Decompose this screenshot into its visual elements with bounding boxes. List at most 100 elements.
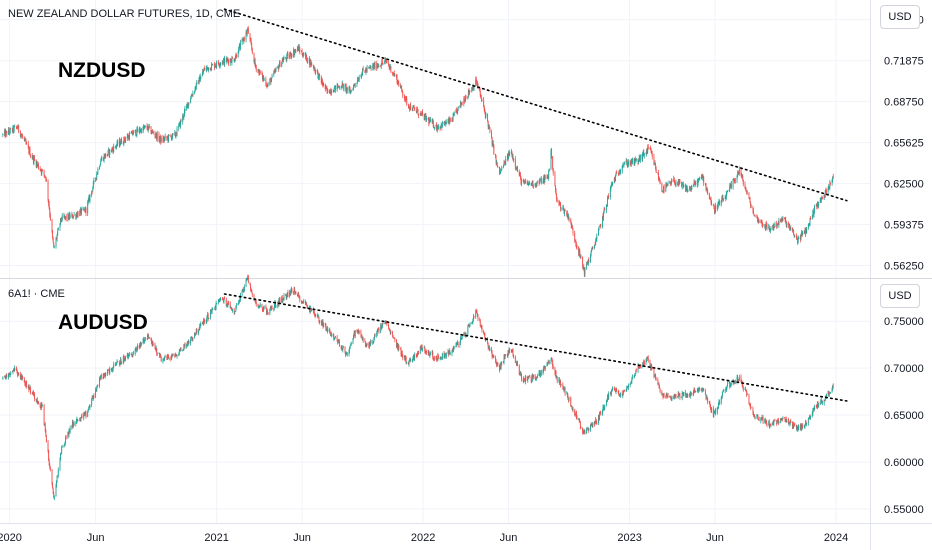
candle-body: [829, 393, 831, 394]
candle-body: [773, 420, 775, 425]
candle-body: [599, 226, 601, 227]
candle-body: [544, 177, 546, 183]
candle-body: [190, 337, 192, 340]
candle-body: [506, 354, 508, 356]
candle-body: [262, 309, 264, 311]
candle-body: [635, 160, 637, 161]
candle-body: [469, 91, 471, 92]
candle-body: [793, 234, 795, 237]
candle-body: [547, 175, 549, 178]
candle-body: [613, 178, 615, 182]
candle-body: [608, 393, 610, 400]
candle-body: [207, 67, 209, 68]
candle-body: [410, 104, 412, 110]
candle-body: [396, 76, 398, 84]
candle-body: [290, 290, 292, 295]
candle-body: [44, 176, 46, 178]
candle-body: [445, 353, 447, 357]
candle-body: [364, 340, 366, 342]
candle-body: [576, 246, 578, 248]
candle-body: [700, 390, 702, 392]
candle-body: [342, 346, 344, 348]
candle-body: [587, 259, 589, 265]
candle-body: [468, 325, 470, 327]
candle-body: [350, 90, 352, 91]
candle-body: [480, 326, 482, 327]
candle-body: [769, 424, 771, 427]
candle-body: [439, 358, 441, 359]
candle-body: [681, 182, 683, 187]
candle-body: [255, 301, 257, 305]
candle-body: [716, 407, 718, 414]
pane-divider[interactable]: [0, 278, 932, 279]
candle-body: [682, 184, 684, 185]
candle-body: [332, 91, 334, 93]
candle-body: [231, 57, 233, 63]
candle-body: [702, 388, 704, 390]
candle-body: [770, 424, 772, 426]
candle-body: [385, 59, 387, 62]
candle-body: [591, 247, 593, 249]
candle-body: [487, 121, 489, 127]
candle-body: [433, 358, 435, 360]
candle-body: [301, 51, 302, 52]
candle-body: [28, 387, 30, 390]
candle-body: [586, 428, 588, 430]
candle-body: [718, 400, 720, 405]
candle-body: [22, 135, 24, 138]
candle-body: [484, 109, 486, 112]
candle-body: [762, 417, 764, 423]
candle-body: [388, 324, 390, 329]
candle-body: [31, 392, 33, 394]
candle-body: [417, 109, 419, 115]
candle-body: [658, 178, 660, 180]
candle-body: [728, 190, 730, 191]
candle-body: [639, 365, 641, 369]
candle-body: [380, 66, 382, 67]
candle-body: [686, 395, 688, 396]
top-unit-button[interactable]: USD: [880, 5, 920, 29]
candle-body: [202, 322, 204, 324]
candle-body: [697, 180, 698, 185]
candle-body: [742, 176, 744, 180]
candle-body: [43, 405, 45, 425]
candle-body: [764, 226, 766, 227]
candle-body: [345, 352, 347, 355]
candle-body: [556, 377, 558, 378]
candle-body: [107, 154, 108, 157]
candle-body: [725, 197, 727, 200]
candle-body: [737, 377, 739, 381]
candle-body: [617, 390, 619, 394]
candle-body: [715, 205, 717, 211]
candle-body: [685, 184, 687, 192]
candle-body: [616, 173, 618, 174]
candle-body: [298, 293, 300, 296]
candle-body: [512, 155, 514, 160]
candle-body: [745, 389, 747, 391]
candle-body: [650, 148, 651, 150]
candle-body: [334, 337, 336, 339]
bottom-unit-button[interactable]: USD: [880, 284, 920, 308]
candle-body: [174, 132, 176, 134]
candle-body: [584, 430, 586, 434]
candle-body: [259, 70, 261, 75]
candle-body: [79, 209, 81, 211]
candle-body: [5, 375, 7, 379]
candle-body: [64, 444, 65, 446]
candle-body: [627, 387, 629, 389]
candle-body: [84, 207, 86, 212]
candle-body: [397, 80, 399, 84]
candle-body: [405, 357, 407, 360]
candle-body: [320, 320, 322, 324]
candle-body: [409, 359, 411, 362]
candle-body: [701, 176, 703, 179]
candle-body: [117, 361, 119, 362]
candle-body: [135, 134, 137, 136]
candle-body: [112, 369, 114, 371]
candle-body: [322, 321, 324, 327]
candle-body: [641, 155, 643, 160]
candle-body: [60, 218, 62, 220]
candle-body: [156, 133, 158, 140]
candle-body: [4, 376, 5, 378]
